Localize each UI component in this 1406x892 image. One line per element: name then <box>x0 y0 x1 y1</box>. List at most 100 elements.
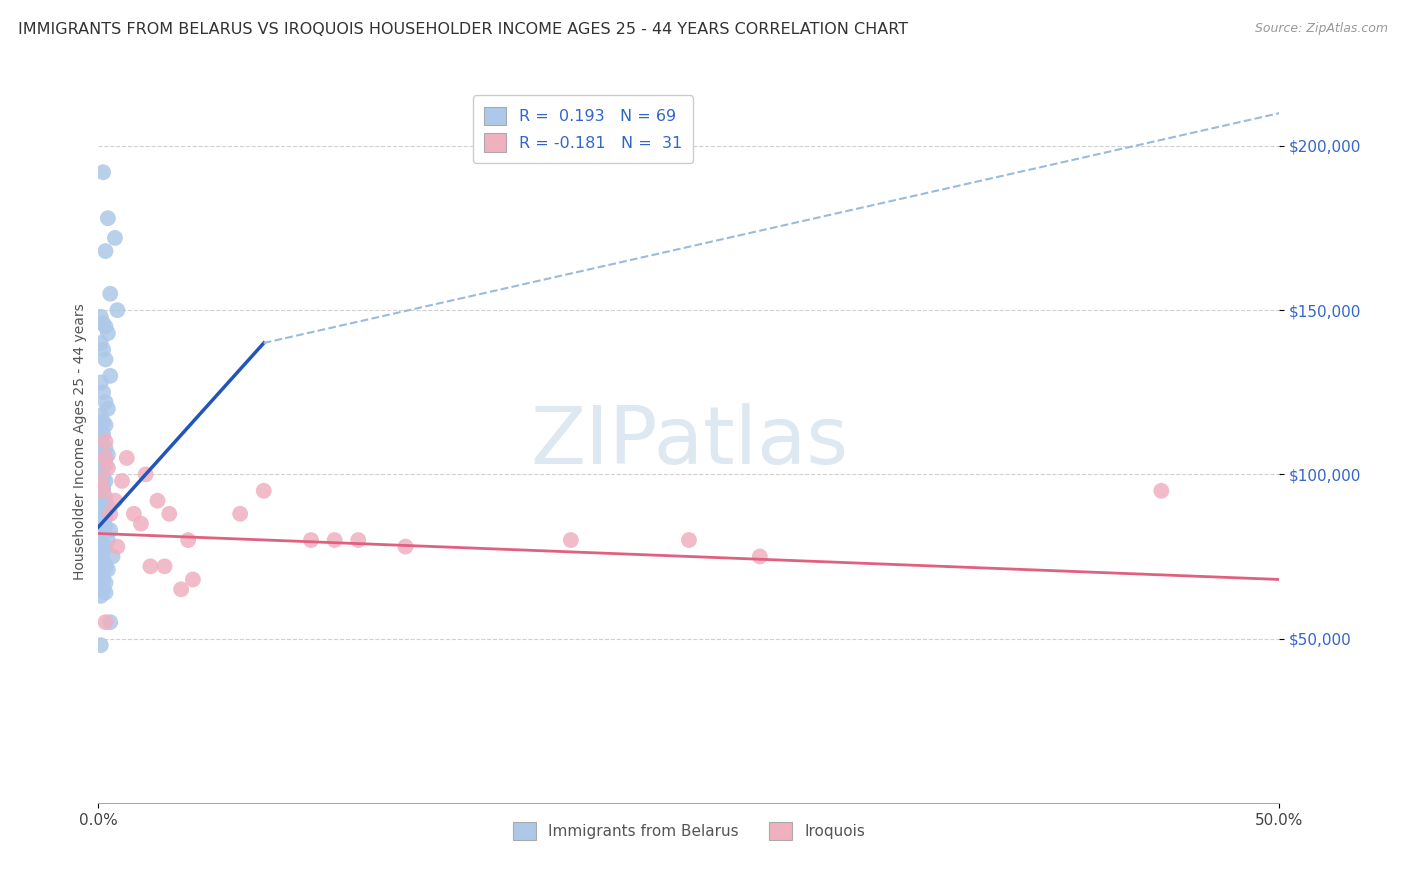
Point <box>299 533 322 547</box>
Point <box>94 319 117 334</box>
Point <box>98 615 121 630</box>
Point <box>90 376 112 390</box>
Point <box>94 352 117 367</box>
Text: ZIPatlas: ZIPatlas <box>530 402 848 481</box>
Point <box>97 500 120 515</box>
Point <box>560 533 582 547</box>
Point <box>90 483 112 498</box>
Point <box>101 549 124 564</box>
Point <box>170 582 193 597</box>
Point <box>115 450 138 465</box>
Point <box>90 425 112 439</box>
Point <box>253 483 276 498</box>
Point <box>90 546 112 560</box>
Point <box>105 540 128 554</box>
Point <box>91 566 114 580</box>
Point <box>91 165 114 179</box>
Point <box>90 310 112 324</box>
Point <box>229 507 252 521</box>
Point <box>94 520 117 534</box>
Point <box>90 477 112 491</box>
Point <box>97 563 120 577</box>
Point <box>91 343 114 357</box>
Point <box>97 211 120 226</box>
Point <box>105 303 128 318</box>
Legend: Immigrants from Belarus, Iroquois: Immigrants from Belarus, Iroquois <box>506 816 872 846</box>
Point <box>91 542 114 557</box>
Point <box>90 336 112 351</box>
Text: Source: ZipAtlas.com: Source: ZipAtlas.com <box>1254 22 1388 36</box>
Point <box>104 493 127 508</box>
Point <box>94 491 117 505</box>
Point <box>97 326 120 341</box>
Point <box>111 474 134 488</box>
Point <box>146 493 169 508</box>
Point <box>90 434 112 449</box>
Point <box>98 523 121 537</box>
Point <box>94 540 117 554</box>
Point <box>91 513 114 527</box>
Point <box>90 409 112 423</box>
Point <box>394 540 416 554</box>
Point <box>91 483 114 498</box>
Point <box>91 582 114 597</box>
Point <box>153 559 176 574</box>
Point <box>90 589 112 603</box>
Point <box>748 549 770 564</box>
Point <box>97 533 120 547</box>
Point <box>90 579 112 593</box>
Point <box>94 474 117 488</box>
Point <box>347 533 370 547</box>
Point <box>91 415 114 429</box>
Point <box>98 368 121 383</box>
Point <box>94 244 117 258</box>
Point <box>94 458 117 472</box>
Point <box>90 516 112 531</box>
Point <box>90 507 112 521</box>
Point <box>129 516 152 531</box>
Text: IMMIGRANTS FROM BELARUS VS IROQUOIS HOUSEHOLDER INCOME AGES 25 - 44 YEARS CORREL: IMMIGRANTS FROM BELARUS VS IROQUOIS HOUS… <box>18 22 908 37</box>
Point <box>94 585 117 599</box>
Point <box>91 316 114 330</box>
Point <box>181 573 204 587</box>
Y-axis label: Householder Income Ages 25 - 44 years: Householder Income Ages 25 - 44 years <box>73 303 87 580</box>
Point <box>91 460 114 475</box>
Point <box>94 559 117 574</box>
Point <box>91 385 114 400</box>
Point <box>98 286 121 301</box>
Point <box>91 471 114 485</box>
Point <box>90 497 112 511</box>
Point <box>90 569 112 583</box>
Point <box>122 507 145 521</box>
Point <box>157 507 180 521</box>
Point <box>104 231 127 245</box>
Point <box>90 638 112 652</box>
Point <box>91 526 114 541</box>
Point <box>90 556 112 570</box>
Point <box>94 395 117 409</box>
Point <box>97 401 120 416</box>
Point <box>1150 483 1173 498</box>
Point <box>177 533 200 547</box>
Point <box>97 448 120 462</box>
Point <box>323 533 346 547</box>
Point <box>90 450 112 465</box>
Point <box>91 444 114 458</box>
Point <box>91 553 114 567</box>
Point <box>90 467 112 482</box>
Point <box>91 503 114 517</box>
Point <box>91 428 114 442</box>
Point <box>91 481 114 495</box>
Point <box>94 575 117 590</box>
Point <box>94 450 117 465</box>
Point <box>94 434 117 449</box>
Point <box>139 559 162 574</box>
Point <box>135 467 157 482</box>
Point <box>678 533 700 547</box>
Point <box>94 418 117 433</box>
Point <box>97 460 120 475</box>
Point <box>91 493 114 508</box>
Point <box>90 530 112 544</box>
Point <box>91 573 114 587</box>
Point <box>90 536 112 550</box>
